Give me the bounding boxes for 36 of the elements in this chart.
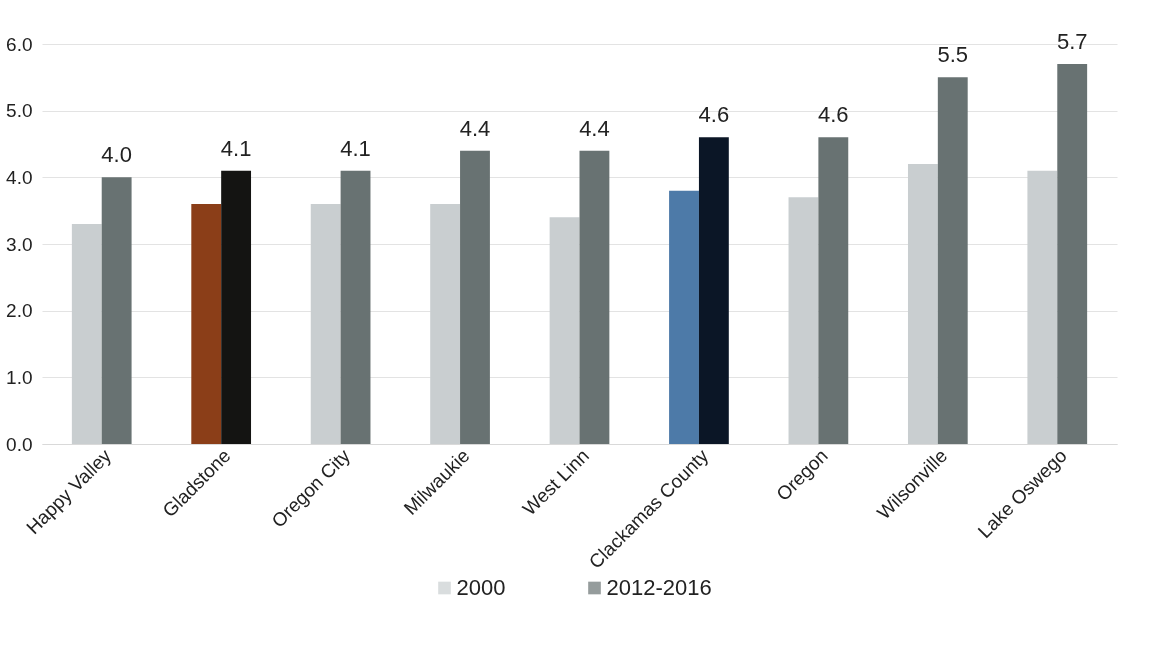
bar xyxy=(430,204,461,444)
data-label: 4.6 xyxy=(818,102,849,128)
data-label: 5.5 xyxy=(937,42,969,68)
bar xyxy=(1057,64,1088,444)
y-tick-label: 1.0 xyxy=(6,366,33,388)
y-tick-label: 5.0 xyxy=(6,100,33,122)
bar xyxy=(669,190,699,444)
data-label: 4.0 xyxy=(101,142,132,168)
bar xyxy=(549,217,580,444)
bar xyxy=(1027,170,1058,444)
y-tick-label: 0.0 xyxy=(6,433,33,455)
bar xyxy=(221,170,252,444)
bar xyxy=(937,77,968,444)
bar xyxy=(101,177,132,444)
bar xyxy=(698,137,729,444)
y-tick-label: 2.0 xyxy=(6,300,33,322)
legend-label: 2012-2016 xyxy=(606,575,712,600)
y-tick-label: 6.0 xyxy=(6,33,33,55)
data-label: 4.4 xyxy=(459,115,491,141)
legend-label: 2000 xyxy=(456,575,506,600)
data-label: 4.1 xyxy=(340,135,371,161)
bar xyxy=(818,137,849,444)
bar xyxy=(460,150,490,444)
bar xyxy=(579,150,610,444)
bar xyxy=(907,164,938,444)
bar xyxy=(788,197,819,444)
bar xyxy=(71,224,102,444)
data-label: 4.6 xyxy=(698,102,730,128)
bar xyxy=(191,204,222,444)
y-tick-label: 3.0 xyxy=(6,233,33,255)
data-label: 5.7 xyxy=(1056,29,1088,54)
bar xyxy=(340,170,371,444)
data-label: 4.4 xyxy=(579,115,610,141)
y-tick-label: 4.0 xyxy=(6,166,33,188)
bar xyxy=(310,204,341,444)
data-label: 4.1 xyxy=(220,135,252,161)
